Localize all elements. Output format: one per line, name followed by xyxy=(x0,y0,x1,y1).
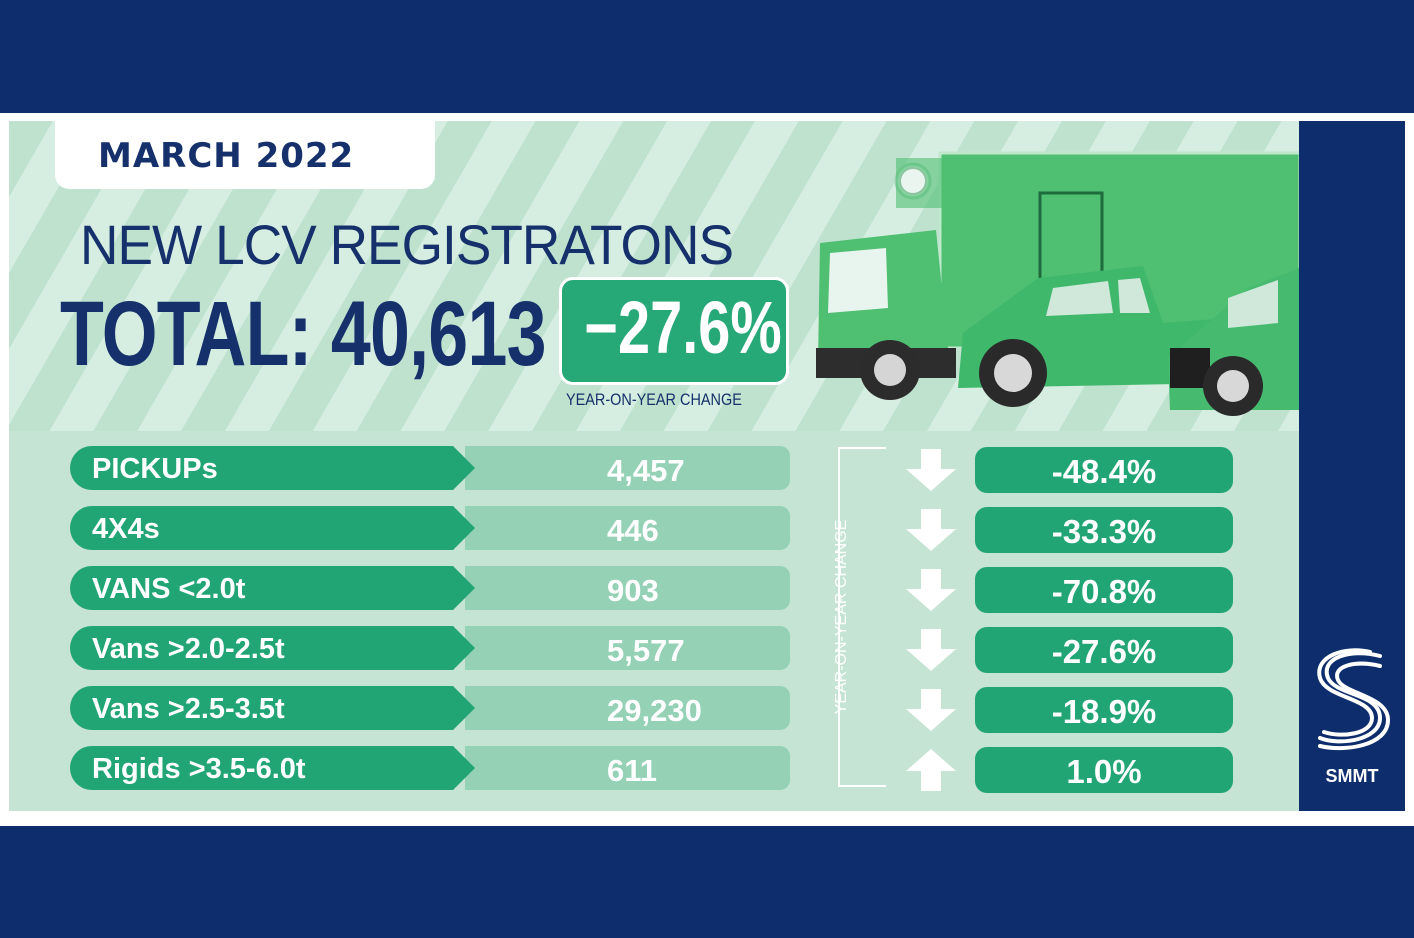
yoy-change-value: −27.6% xyxy=(584,286,782,369)
row-label: 4X4s xyxy=(92,513,160,545)
change-box: -70.8% xyxy=(975,567,1233,613)
arrow-up-icon xyxy=(906,749,956,791)
label-bar xyxy=(70,686,475,730)
table-row: Rigids >3.5-6.0t 611 xyxy=(70,746,790,790)
change-value: -18.9% xyxy=(1051,693,1157,730)
change-value: -27.6% xyxy=(1051,633,1157,670)
bracket-label: YEAR-ON-YEAR CHANGE xyxy=(833,519,850,715)
label-bar xyxy=(70,506,475,550)
label-bar xyxy=(70,746,475,790)
value-bar xyxy=(465,626,790,670)
label-bar xyxy=(70,626,475,670)
row-value: 903 xyxy=(607,573,659,608)
smmt-logo-text: SMMT xyxy=(1325,766,1379,786)
arrow-down-icon xyxy=(906,509,956,551)
row-value: 4,457 xyxy=(607,453,685,488)
label-bar xyxy=(70,446,475,490)
value-bar xyxy=(465,446,790,490)
date-tab xyxy=(55,121,435,189)
total-registrations: TOTAL: 40,613 xyxy=(60,283,546,385)
change-box: -27.6% xyxy=(975,627,1233,673)
table-row: PICKUPs 4,457 xyxy=(70,446,790,490)
label-bar xyxy=(70,566,475,610)
row-label: Rigids >3.5-6.0t xyxy=(92,753,306,785)
change-box: -33.3% xyxy=(975,507,1233,553)
date-label: MARCH 2022 xyxy=(98,136,355,176)
change-value: -70.8% xyxy=(1051,573,1157,610)
arrow-down-icon xyxy=(906,569,956,611)
value-bar xyxy=(465,506,790,550)
table-row: 4X4s 446 xyxy=(70,506,790,550)
row-label: PICKUPs xyxy=(92,453,218,485)
arrow-down-icon xyxy=(906,629,956,671)
row-value: 611 xyxy=(607,753,658,788)
yoy-change-label: YEAR-ON-YEAR CHANGE xyxy=(566,390,742,409)
change-box: 1.0% xyxy=(975,747,1233,793)
change-box: -48.4% xyxy=(975,447,1233,493)
table-row: Vans >2.5-3.5t 29,230 xyxy=(70,686,790,730)
change-value: -33.3% xyxy=(1051,513,1157,550)
table-row: VANS <2.0t 903 xyxy=(70,566,790,610)
row-label: Vans >2.5-3.5t xyxy=(92,693,285,725)
change-value: 1.0% xyxy=(1066,753,1142,790)
smmt-logo-icon xyxy=(1317,648,1391,751)
value-bar xyxy=(465,566,790,610)
change-box: -18.9% xyxy=(975,687,1233,733)
value-bar xyxy=(465,746,790,790)
row-value: 446 xyxy=(607,513,659,548)
value-bar xyxy=(465,686,790,730)
page-title: NEW LCV REGISTRATONS xyxy=(80,213,734,276)
yoy-bracket xyxy=(838,447,886,787)
row-label: Vans >2.0-2.5t xyxy=(92,633,285,665)
row-value: 5,577 xyxy=(607,633,685,668)
table-row: Vans >2.0-2.5t 5,577 xyxy=(70,626,790,670)
vehicles-illustration xyxy=(816,151,1299,416)
yoy-change-box xyxy=(559,277,789,385)
row-value: 29,230 xyxy=(607,693,702,728)
arrow-down-icon xyxy=(906,689,956,731)
change-value: -48.4% xyxy=(1051,453,1157,490)
row-label: VANS <2.0t xyxy=(92,573,246,605)
arrow-down-icon xyxy=(906,449,956,491)
logo-sidebar xyxy=(1299,121,1405,811)
